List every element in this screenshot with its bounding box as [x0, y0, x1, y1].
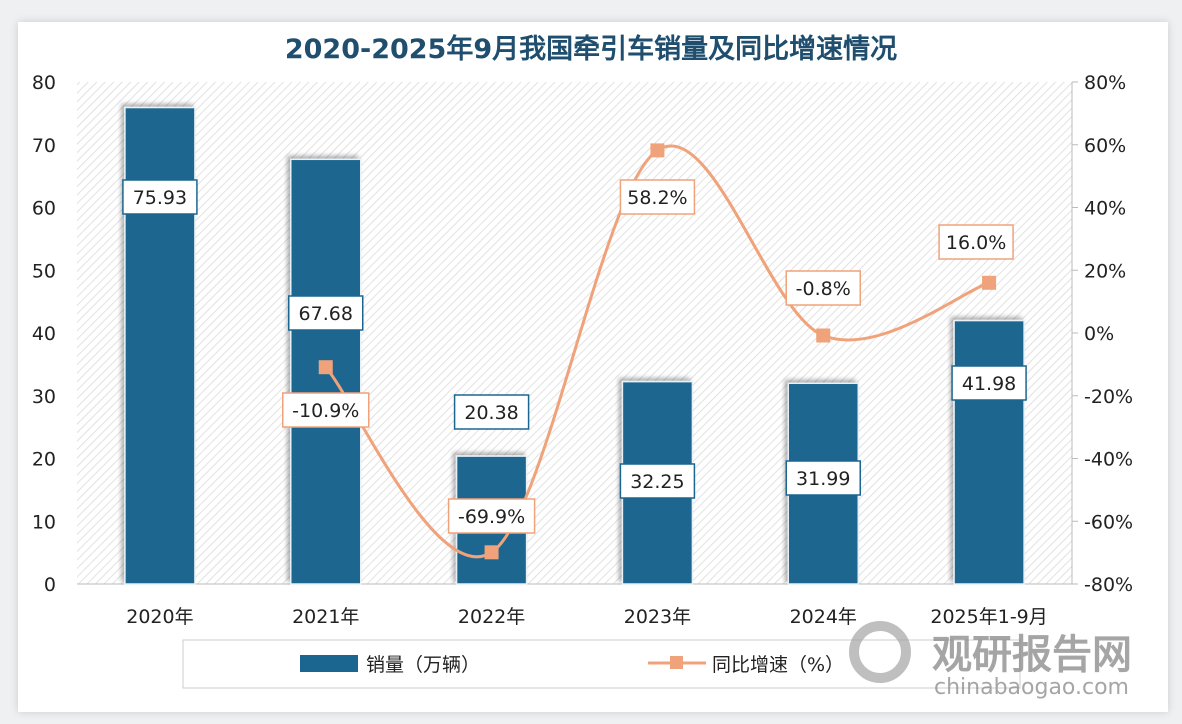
watermark-en: chinabaogao.com [934, 675, 1129, 700]
right-tick-label: 0% [1084, 323, 1114, 345]
growth-value-label-box [282, 392, 370, 428]
x-tick-label: 2021年 [292, 606, 359, 628]
legend-line-label: 同比增速（%） [712, 654, 844, 676]
growth-marker [318, 360, 333, 375]
left-tick-label: 10 [32, 511, 56, 533]
growth-marker [650, 143, 665, 158]
bar-value-label-box [785, 460, 861, 496]
watermark-cn: 观研报告网 [932, 632, 1132, 678]
bar [124, 106, 196, 585]
bar-value-label: 32.25 [630, 471, 684, 493]
chart-title: 2020-2025年9月我国牵引车销量及同比增速情况 [285, 33, 897, 65]
watermark: 观研报告网 chinabaogao.com [849, 621, 1132, 700]
growth-marker [982, 275, 997, 290]
bar-value-label: 31.99 [796, 468, 850, 490]
right-tick-label: -40% [1084, 449, 1133, 471]
growth-marker [816, 328, 831, 343]
bar-value-label-box [288, 295, 364, 331]
plot-area [77, 82, 1072, 584]
right-tick-label: -80% [1084, 574, 1133, 596]
growth-value-label-box [938, 224, 1014, 260]
bar-value-label-box [122, 179, 198, 215]
bar-value-label: 41.98 [962, 373, 1016, 395]
right-tick-label: 40% [1084, 198, 1126, 220]
growth-value-label: 16.0% [946, 232, 1006, 254]
right-tick-label: -60% [1084, 511, 1133, 533]
left-tick-label: 50 [32, 260, 56, 282]
growth-value-label: 58.2% [627, 187, 687, 209]
right-tick-label: -20% [1084, 386, 1133, 408]
left-tick-label: 80 [32, 72, 56, 94]
growth-value-label: -10.9% [292, 400, 359, 422]
bar-value-label: 67.68 [299, 303, 353, 325]
growth-value-label-box [447, 498, 536, 534]
x-tick-label: 2024年 [790, 606, 857, 628]
right-tick-label: 80% [1084, 72, 1126, 94]
left-tick-label: 0 [44, 574, 56, 596]
growth-value-label-box [785, 270, 861, 306]
legend-line-marker [670, 656, 683, 669]
left-tick-label: 40 [32, 323, 56, 345]
bar-value-label: 75.93 [133, 187, 187, 209]
x-tick-label: 2020年 [126, 606, 193, 628]
growth-marker [484, 545, 499, 560]
bar-value-label: 20.38 [464, 402, 518, 424]
right-tick-label: 60% [1084, 135, 1126, 157]
legend-bar-swatch [300, 655, 358, 672]
bar [953, 319, 1025, 585]
legend-bar-label: 销量（万辆） [366, 654, 480, 676]
x-tick-label: 2022年 [458, 606, 525, 628]
right-tick-label: 20% [1084, 260, 1126, 282]
growth-value-label: -69.9% [458, 506, 525, 528]
bar-value-label-box [453, 394, 530, 430]
growth-line [324, 144, 990, 558]
bar-value-label-box [951, 365, 1027, 401]
left-tick-label: 20 [32, 449, 56, 471]
x-tick-label: 2023年 [624, 606, 691, 628]
growth-value-label-box [619, 179, 696, 215]
left-tick-label: 70 [32, 135, 56, 157]
legend: 销量（万辆） 同比增速（%） [182, 639, 1021, 689]
growth-value-label: -0.8% [796, 278, 851, 300]
bar-value-label-box [619, 463, 696, 499]
left-tick-label: 60 [32, 198, 56, 220]
left-tick-label: 30 [32, 386, 56, 408]
x-tick-label: 2025年1-9月 [930, 606, 1047, 628]
